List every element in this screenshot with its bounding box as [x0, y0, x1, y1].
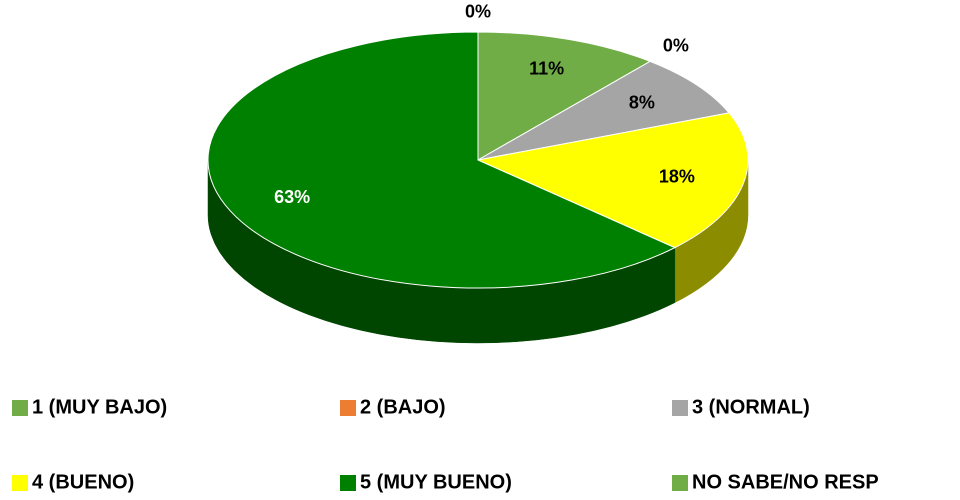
legend-swatch	[672, 400, 688, 416]
slice	[477, 31, 652, 161]
legend-swatch	[340, 400, 356, 416]
legend-swatch	[340, 475, 356, 491]
value-label: 0%	[663, 35, 689, 55]
legend-label: 3 (NORMAL)	[692, 396, 810, 418]
legend-swatch	[672, 475, 688, 491]
legend-label: NO SABE/NO RESP	[692, 471, 879, 493]
value-label: 11%	[529, 58, 564, 78]
slice	[207, 31, 676, 289]
legend-label: 1 (MUY BAJO)	[32, 396, 167, 418]
value-label: 63%	[274, 187, 310, 207]
legend-label: 5 (MUY BUENO)	[360, 471, 512, 493]
legend-label: 4 (BUENO)	[32, 471, 134, 493]
slice	[476, 112, 749, 249]
value-label: 8%	[629, 92, 655, 112]
value-label: 0%	[465, 2, 491, 22]
legend-swatch	[12, 475, 28, 491]
slice	[477, 60, 730, 161]
legend-swatch	[12, 400, 28, 416]
value-label: 18%	[659, 167, 695, 187]
legend-label: 2 (BAJO)	[360, 396, 446, 418]
